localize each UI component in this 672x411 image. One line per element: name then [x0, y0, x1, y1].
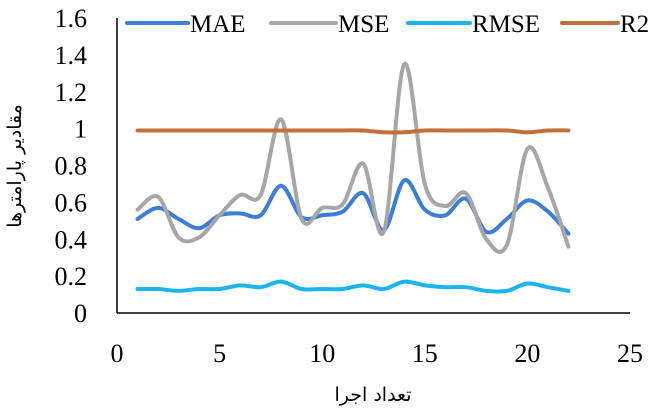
series-line-rmse: [135, 279, 571, 294]
legend-item-mse: MSE: [269, 11, 389, 38]
legend: MAE MSE RMSE R2: [125, 11, 649, 38]
legend-label-mse: MSE: [338, 11, 389, 38]
legend-item-r2: R2: [560, 11, 649, 38]
y-tick-labels: 0 0.2 0.4 0.6 0.8 1 1.2 1.4 1.6: [55, 4, 88, 328]
x-tick-label: 15: [412, 339, 438, 368]
y-tick-label: 1.4: [55, 41, 88, 70]
x-axis-title: تعداد اجرا: [335, 384, 412, 406]
legend-item-mae: MAE: [125, 11, 246, 38]
x-tick-label: 25: [617, 339, 643, 368]
y-axis-title: مقادیر پارامترها: [4, 104, 26, 228]
legend-label-mae: MAE: [190, 11, 246, 38]
y-tick-label: 0: [74, 299, 87, 328]
axes: [116, 18, 630, 314]
y-tick-label: 0.6: [55, 188, 88, 217]
y-tick-label: 1.6: [55, 4, 88, 33]
y-tick-label: 1: [74, 115, 87, 144]
legend-label-rmse: RMSE: [472, 11, 540, 38]
y-tick-label: 0.2: [55, 262, 88, 291]
series-line-mae: [135, 178, 571, 236]
legend-item-rmse: RMSE: [406, 11, 540, 38]
x-tick-label: 5: [213, 339, 226, 368]
series-line-r2: [135, 128, 571, 135]
y-tick-label: 0.4: [55, 225, 88, 254]
x-tick-label: 20: [514, 339, 540, 368]
series-lines: [135, 62, 571, 294]
y-tick-label: 0.8: [55, 152, 88, 181]
x-tick-labels: 0 5 10 15 20 25: [111, 339, 644, 368]
y-tick-label: 1.2: [55, 78, 88, 107]
x-tick-label: 10: [309, 339, 335, 368]
legend-label-r2: R2: [620, 11, 649, 38]
x-tick-label: 0: [111, 339, 124, 368]
series-line-mse: [135, 62, 571, 254]
